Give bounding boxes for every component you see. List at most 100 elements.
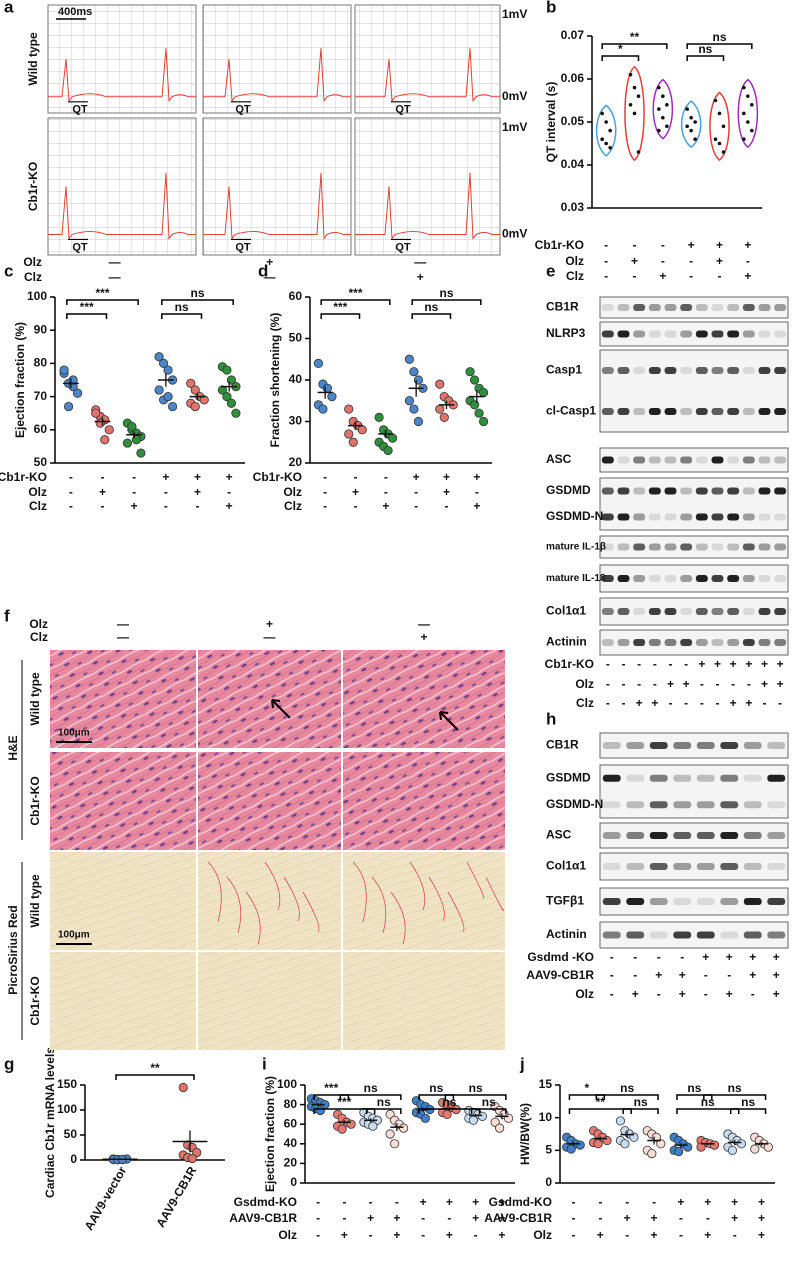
band: [743, 774, 762, 782]
data-point: [600, 111, 604, 116]
row-sign: +: [636, 696, 643, 710]
row-sign: -: [669, 657, 673, 671]
bracket: [470, 1108, 507, 1114]
row-sign: -: [598, 1195, 602, 1209]
band: [720, 898, 739, 905]
data-point: [504, 1113, 514, 1123]
band: [648, 367, 661, 374]
data-point: [399, 1123, 409, 1133]
ecg-trace: [355, 48, 500, 103]
data-point: [409, 404, 419, 414]
qt-label: QT: [72, 241, 88, 253]
bracket: [676, 1108, 740, 1114]
data-point: [313, 358, 324, 368]
band: [758, 487, 771, 495]
band: [758, 330, 771, 338]
data-point: [322, 383, 333, 393]
data-point: [608, 128, 612, 133]
row-sign: +: [651, 1228, 658, 1242]
row-sign: +: [341, 1228, 348, 1242]
band: [602, 898, 621, 905]
band: [767, 832, 786, 839]
band: [664, 608, 677, 615]
band: [695, 330, 708, 338]
band: [711, 639, 724, 646]
row-sign: -: [700, 677, 704, 691]
data-point: [713, 137, 718, 141]
band: [617, 367, 630, 374]
band: [673, 742, 692, 749]
row-sign: +: [688, 238, 695, 252]
row-label: Cb1r-KO: [535, 238, 584, 252]
band: [742, 608, 755, 615]
row-sign: -: [132, 470, 136, 484]
data-point: [683, 1142, 693, 1152]
significance: ns: [620, 1081, 634, 1095]
data-point: [478, 387, 489, 398]
significance: ns: [442, 1095, 456, 1109]
row-label: Cb1r-KO: [28, 776, 42, 825]
ecg-grid: [202, 117, 352, 256]
band: [664, 304, 677, 311]
stain-label: H&E: [6, 735, 20, 760]
row-sign: -: [718, 269, 722, 283]
significance: ns: [175, 300, 189, 314]
data-point: [620, 1139, 630, 1149]
significance: ***: [80, 300, 94, 314]
treatment-sign: —: [109, 270, 121, 284]
band: [601, 639, 614, 646]
row-sign: -: [101, 499, 105, 513]
row-sign: -: [731, 677, 735, 691]
blot-box: [599, 296, 789, 319]
treatment-label: Olz: [23, 255, 42, 269]
data-point: [222, 391, 232, 402]
panel-label: i: [262, 1054, 267, 1073]
significance: ns: [439, 286, 453, 300]
row-sign: -: [689, 269, 693, 283]
mv-label: 1mV: [502, 7, 527, 21]
band: [711, 330, 724, 338]
row-sign: -: [610, 987, 614, 1001]
blot-box: [599, 732, 789, 759]
data-point: [131, 435, 142, 445]
protein-label: TGFβ1: [546, 894, 584, 908]
data-point: [127, 421, 137, 432]
data-point: [736, 1139, 747, 1149]
treatment-label: Olz: [29, 617, 48, 631]
micrograph: [198, 650, 341, 748]
data-point: [469, 400, 480, 410]
blot-box: [599, 321, 789, 347]
row-sign: +: [498, 1228, 505, 1242]
y-tick-label: 80: [284, 1097, 298, 1111]
band: [711, 513, 724, 521]
ecg-trace: [48, 48, 196, 103]
band: [680, 456, 693, 464]
row-sign: +: [352, 485, 359, 499]
data-point: [709, 1140, 720, 1150]
data-point: [187, 1153, 197, 1164]
row-sign: +: [446, 1228, 453, 1242]
row-sign: -: [716, 677, 720, 691]
data-point: [693, 137, 697, 141]
row-sign: +: [749, 968, 756, 982]
band: [664, 487, 677, 495]
band: [743, 742, 762, 749]
data-point: [746, 94, 750, 98]
row-sign: -: [342, 1211, 346, 1225]
band: [695, 367, 708, 374]
band: [633, 513, 646, 521]
row-sign: -: [447, 1211, 451, 1225]
row-label: Cb1r-KO: [28, 976, 42, 1025]
row-sign: +: [758, 1195, 765, 1209]
data-point: [636, 150, 641, 154]
bracket: [568, 1108, 632, 1114]
micrograph: [198, 852, 341, 950]
violin: [595, 104, 617, 157]
protein-label: GSDMD-N: [546, 509, 603, 523]
band: [727, 513, 740, 521]
bracket: [568, 1094, 606, 1100]
row-sign: +: [99, 485, 106, 499]
data-point: [374, 412, 384, 422]
collagen: [226, 876, 242, 934]
